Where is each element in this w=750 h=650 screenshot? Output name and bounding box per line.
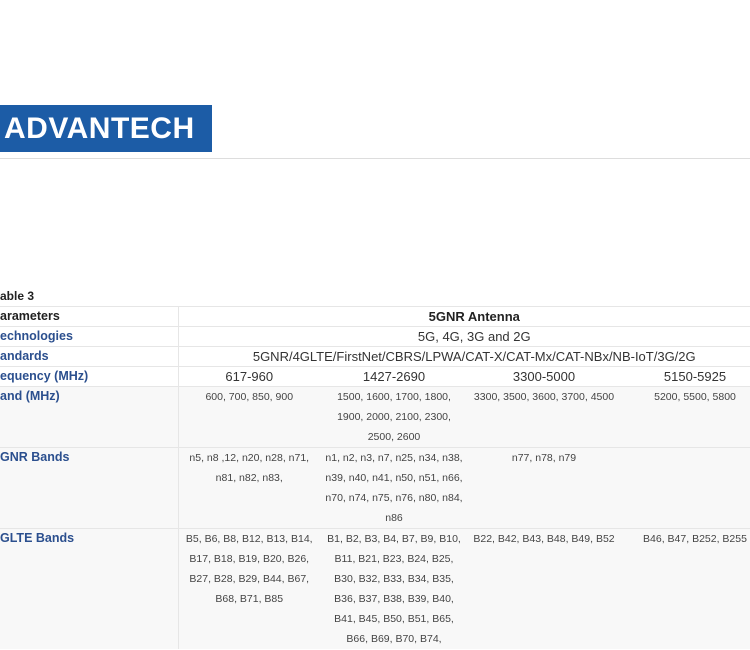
row-label: echnologies bbox=[0, 326, 179, 347]
divider bbox=[0, 158, 750, 159]
span-cell: 5G, 4G, 3G and 2G bbox=[178, 326, 750, 347]
cell: 5150-5925 bbox=[620, 366, 750, 387]
cell: B5, B6, B8, B12, B13, B14, B17, B18, B19… bbox=[178, 528, 320, 649]
table-caption: able 3 bbox=[0, 289, 35, 303]
cell: 1427-2690 bbox=[320, 366, 468, 387]
span-cell: 5GNR/4GLTE/FirstNet/CBRS/LPWA/CAT-X/CAT-… bbox=[178, 346, 750, 367]
row-label: arameters bbox=[0, 306, 179, 327]
data-row: GNR Bands n5, n8 ,12, n20, n28, n71, n81,… bbox=[0, 447, 750, 529]
cell: 1500, 1600, 1700, 1800, 1900, 2000, 2100… bbox=[320, 386, 468, 448]
span-row: echnologies 5G, 4G, 3G and 2G bbox=[0, 326, 750, 347]
data-row: equency (MHz) 617-960 1427-2690 3300-5000 51… bbox=[0, 366, 750, 387]
cell: 617-960 bbox=[178, 366, 320, 387]
logo[interactable]: ADVANTECH bbox=[0, 105, 212, 152]
row-label: and (MHz) bbox=[0, 386, 179, 448]
cell: 600, 700, 850, 900 bbox=[178, 386, 320, 448]
span-row: andards 5GNR/4GLTE/FirstNet/CBRS/LPWA/CAT… bbox=[0, 346, 750, 367]
data-row: and (MHz) 600, 700, 850, 900 1500, 1600, 1… bbox=[0, 386, 750, 448]
header-row: arameters 5GNR Antenna bbox=[0, 306, 750, 327]
table-wrap: arameters 5GNR Antenna echnologies 5G, 4G, … bbox=[0, 306, 750, 650]
cell: B1, B2, B3, B4, B7, B9, B10, B11, B21, B… bbox=[320, 528, 468, 649]
row-label: GLTE Bands bbox=[0, 528, 179, 649]
cell: 3300-5000 bbox=[468, 366, 620, 387]
header-cell: 5GNR Antenna bbox=[178, 306, 750, 327]
data-row: GLTE Bands B5, B6, B8, B12, B13, B14, B17… bbox=[0, 528, 750, 649]
spec-table: arameters 5GNR Antenna echnologies 5G, 4G, … bbox=[0, 306, 750, 649]
cell: n1, n2, n3, n7, n25, n34, n38, n39, n40,… bbox=[320, 447, 468, 529]
cell: n5, n8 ,12, n20, n28, n71, n81, n82, n83… bbox=[178, 447, 320, 529]
cell: 5200, 5500, 5800 bbox=[620, 386, 750, 448]
cell: n77, n78, n79 bbox=[468, 447, 620, 529]
cell: B46, B47, B252, B255 bbox=[620, 528, 750, 649]
row-label: equency (MHz) bbox=[0, 366, 179, 387]
cell: 3300, 3500, 3600, 3700, 4500 bbox=[468, 386, 620, 448]
row-label: andards bbox=[0, 346, 179, 367]
cell: B22, B42, B43, B48, B49, B52 bbox=[468, 528, 620, 649]
row-label: GNR Bands bbox=[0, 447, 179, 529]
cell bbox=[620, 447, 750, 529]
